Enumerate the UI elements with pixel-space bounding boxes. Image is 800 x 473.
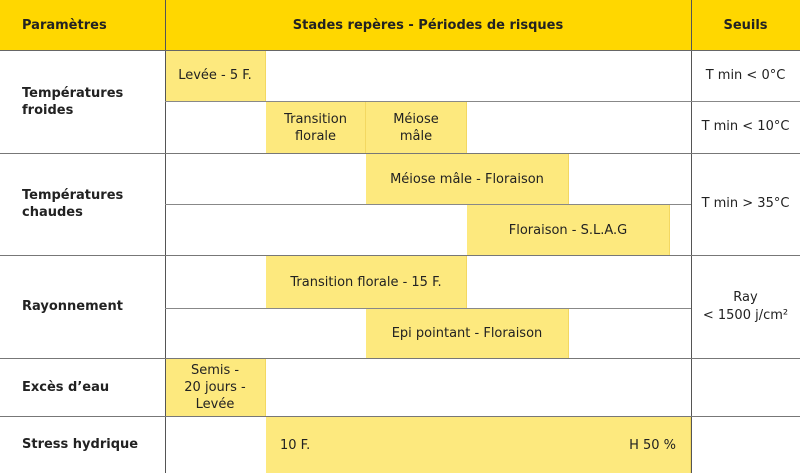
risk-bar: Semis - 20 jours - Levée: [165, 359, 266, 416]
divider: [165, 0, 166, 473]
header-stages: Stades repères - Périodes de risques: [165, 0, 691, 50]
divider: [0, 358, 800, 359]
divider: [165, 204, 691, 205]
risk-bar: Transition florale - 15 F.: [266, 256, 467, 308]
divider: [165, 308, 691, 309]
risk-bar-water-stress: 10 F. H 50 %: [266, 417, 691, 473]
divider: [0, 153, 800, 154]
seuil-line: < 1500 j/cm²: [702, 307, 789, 323]
seuil-cell: T min < 0°C: [705, 67, 786, 83]
param-radiation: Rayonnement: [22, 299, 123, 314]
risk-bar: Méiose mâle - Floraison: [366, 154, 569, 204]
param-heat: Températures chaudes: [22, 188, 124, 220]
param-water-stress: Stress hydrique: [22, 437, 139, 452]
divider: [0, 416, 800, 417]
param-water-excess: Excès d’eau: [22, 379, 110, 395]
header-seuils: Seuils: [691, 0, 800, 50]
risk-bar: Floraison - S.L.A.G: [467, 205, 670, 255]
divider: [165, 101, 800, 102]
divider: [0, 50, 800, 51]
risk-bar: Levée - 5 F.: [165, 50, 266, 101]
seuil-cell: T min > 35°C: [701, 196, 790, 211]
divider: [691, 0, 692, 473]
divider: [0, 255, 800, 256]
risk-bar-end: H 50 %: [629, 437, 676, 453]
seuil-line: Ray: [733, 289, 758, 305]
risk-bar: Transition florale: [266, 102, 366, 153]
param-cold: Températures froides: [22, 85, 124, 118]
seuil-cell: T min < 10°C: [701, 119, 790, 134]
risk-bar: Méiose mâle: [366, 102, 467, 153]
header-params: Paramètres: [0, 0, 165, 50]
risk-bar-start: 10 F.: [280, 437, 311, 453]
seuil-cell: Ray < 1500 j/cm²: [691, 255, 800, 358]
risk-bar: Epi pointant - Floraison: [366, 309, 569, 358]
